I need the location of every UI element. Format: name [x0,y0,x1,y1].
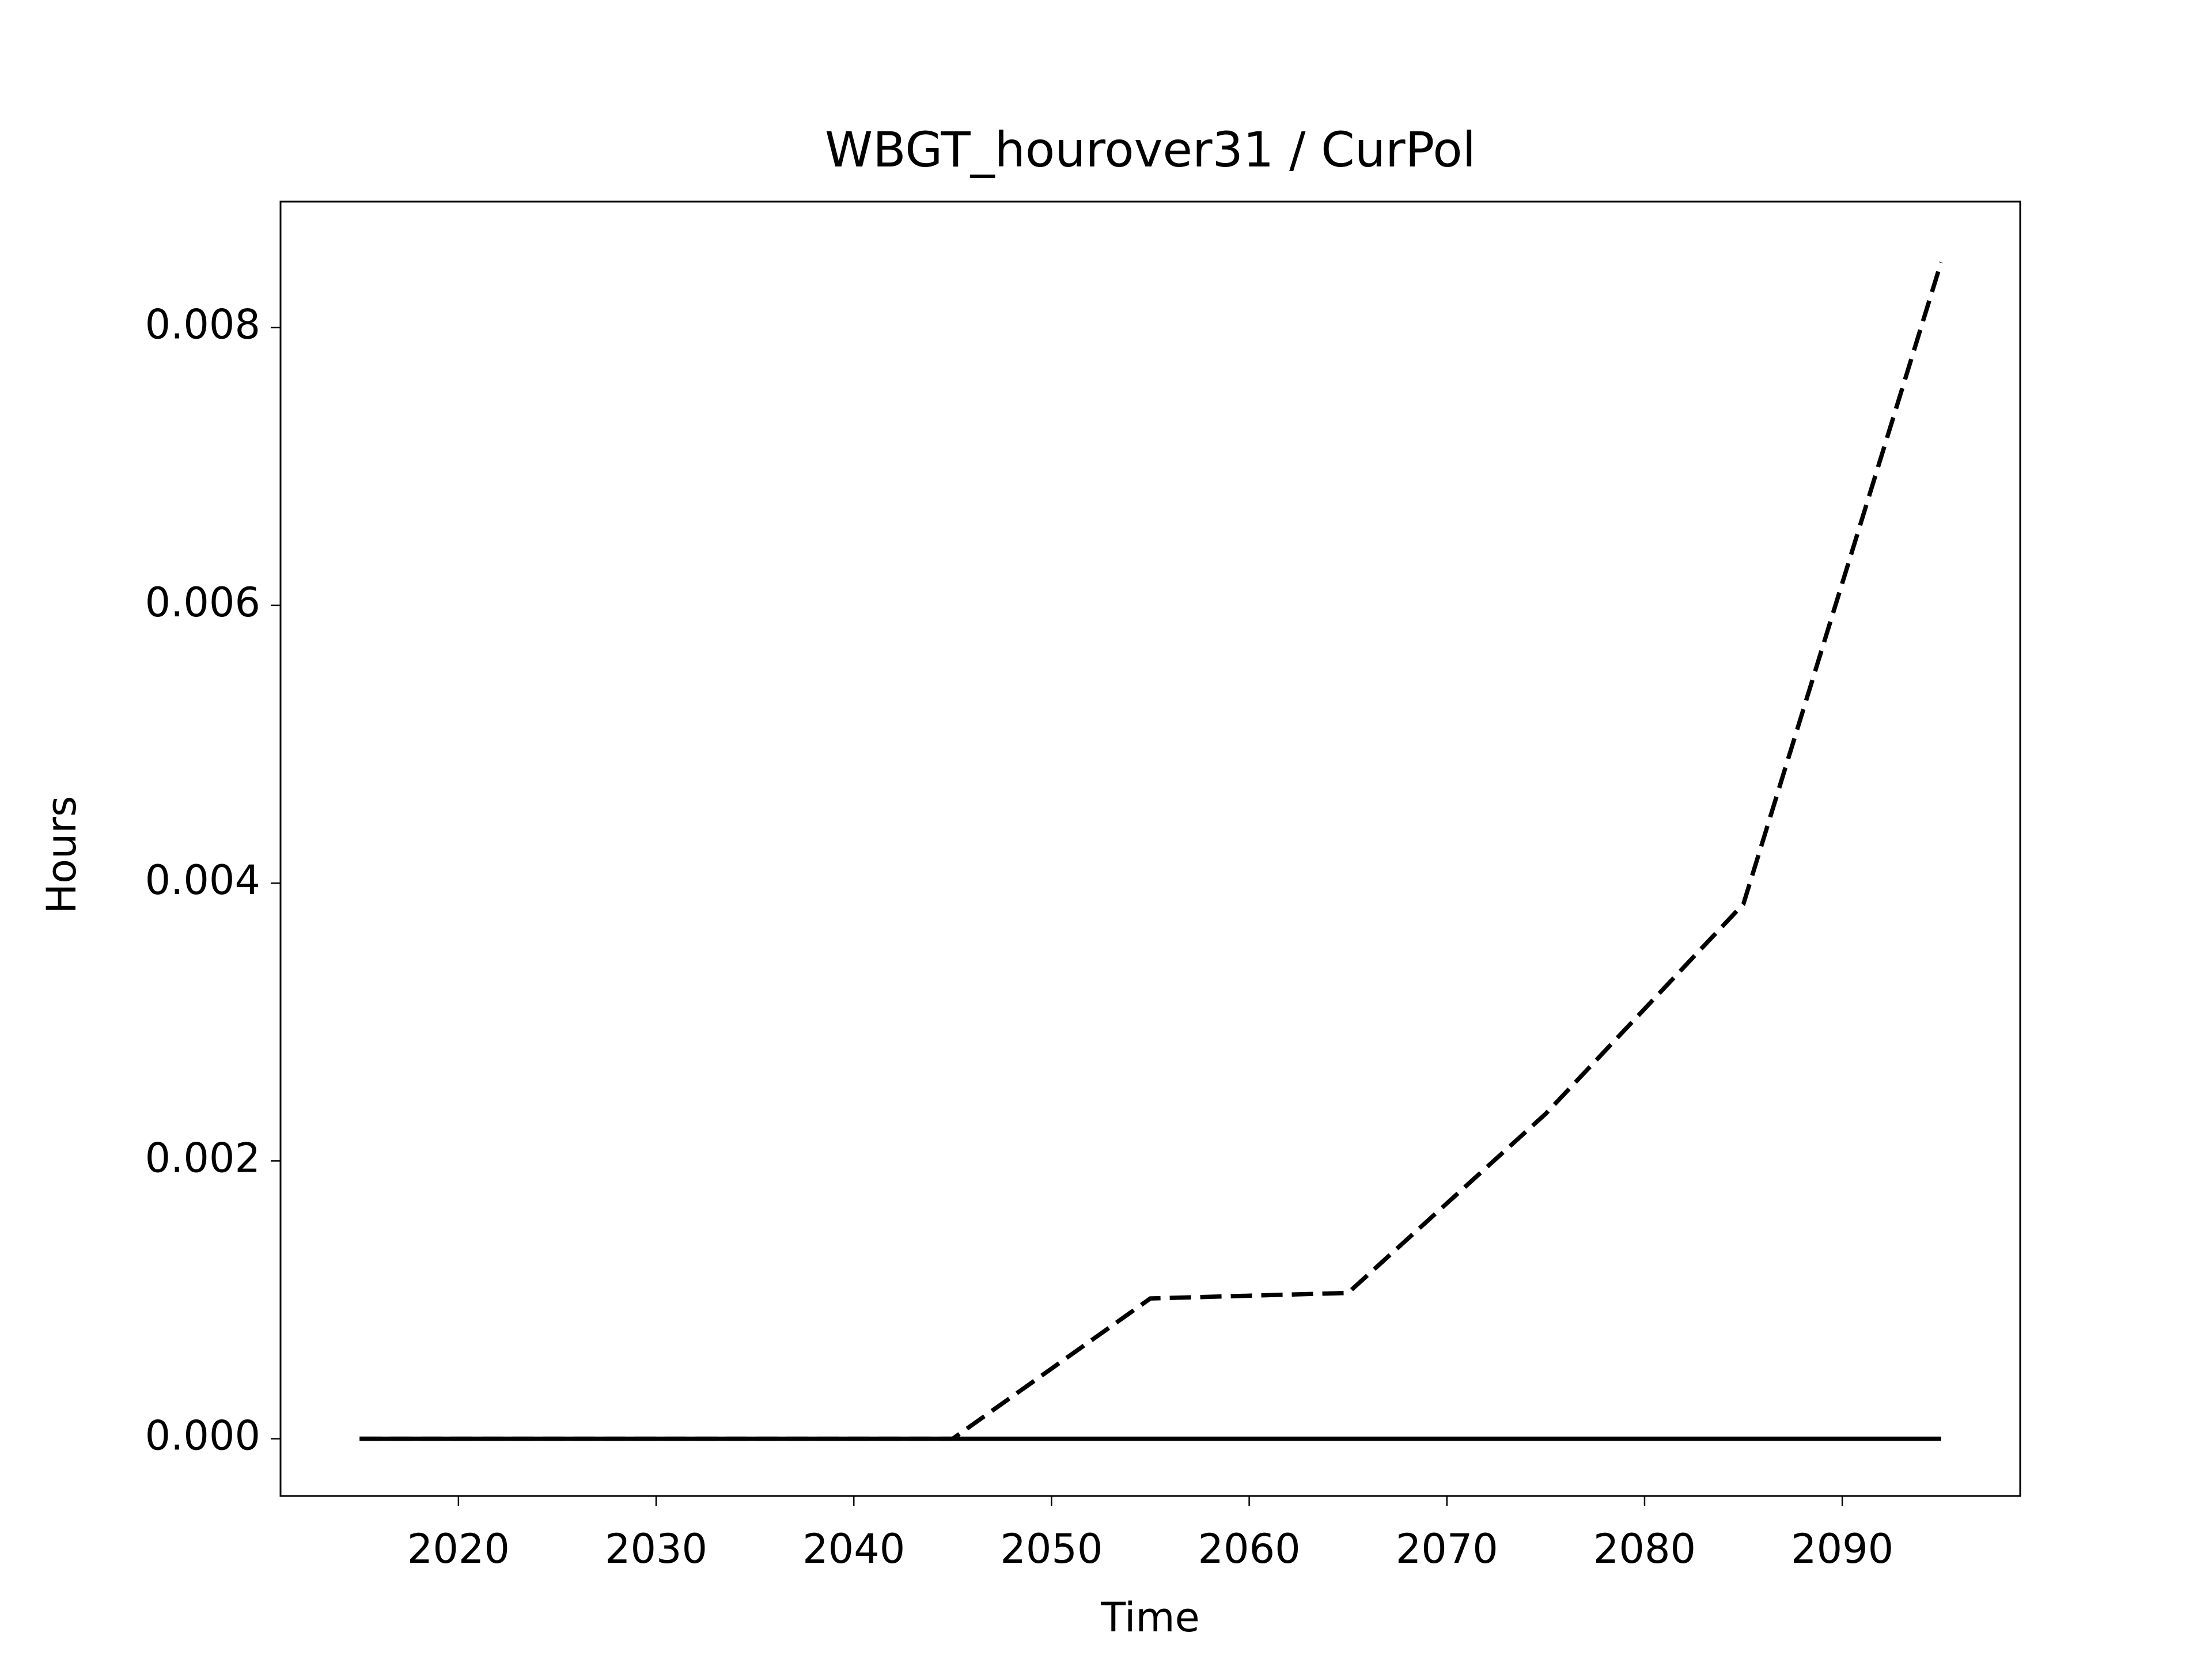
x-tick-label: 2020 [407,1525,510,1573]
y-tick-label: 0.000 [145,1412,260,1460]
y-tick-label: 0.004 [145,857,260,904]
y-tick-label: 0.006 [145,579,260,626]
x-tick-label: 2040 [802,1525,905,1573]
y-tick-label: 0.002 [145,1134,260,1181]
x-tick-label: 2080 [1593,1525,1696,1573]
chart-title: WBGT_hourover31 / CurPol [825,122,1476,178]
x-tick-label: 2030 [605,1525,707,1573]
y-tick-label: 0.008 [145,301,260,349]
data-line [359,262,1944,1441]
x-tick-label: 2090 [1791,1525,1893,1573]
plot-frame [279,200,2021,1497]
x-tick-label: 2060 [1198,1525,1301,1573]
x-tick-label: 2050 [1000,1525,1103,1573]
x-axis-label: Time [1100,1594,1199,1641]
y-axis-label: Hours [38,796,85,914]
x-tick-label: 2070 [1396,1525,1498,1573]
